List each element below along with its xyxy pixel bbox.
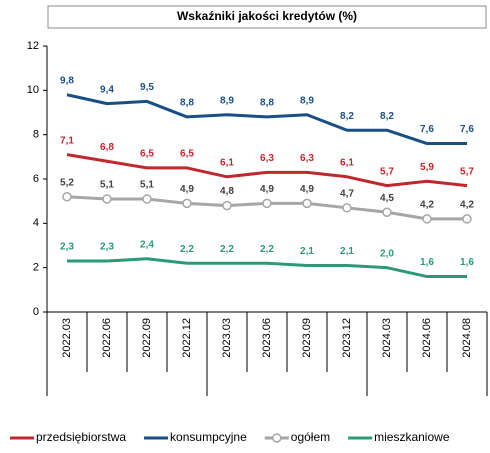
point-marker [342,203,352,213]
data-label: 5,7 [380,166,394,177]
series-line [66,93,467,146]
data-label: 2,4 [140,239,154,250]
y-tick-label: 8 [33,129,39,141]
point-marker [142,194,152,204]
x-tick-label: 2023.12 [341,318,353,358]
x-tick-label: 2022.06 [101,318,113,358]
data-label: 9,8 [60,75,74,86]
data-label: 8,9 [220,95,234,106]
series-line [67,257,467,279]
point-marker [62,191,72,202]
title-box [47,5,487,29]
data-label: 4,2 [460,200,474,211]
chart-title: Wskaźniki jakości kredytów (%) [177,9,357,23]
data-label: 6,1 [340,157,354,168]
data-label: 2,1 [340,246,354,257]
x-tick-label: 2024.08 [461,318,473,358]
legend-label: konsumpcyjne [170,430,247,444]
x-tick-label: 2023.03 [221,318,233,358]
point-marker [302,198,312,209]
y-tick-label: 2 [33,262,39,274]
point-marker [382,207,392,217]
legend-label: przedsiębiorstwa [36,430,126,444]
data-label: 4,2 [420,200,434,211]
data-label: 4,9 [300,184,314,195]
data-label: 6,3 [260,153,274,164]
x-tick-label: 2022.03 [61,318,73,358]
y-tick-label: 4 [33,217,39,229]
data-label: 5,9 [420,162,434,173]
data-label: 4,8 [220,186,234,197]
data-label: 9,4 [100,84,114,95]
data-label: 1,6 [420,257,434,268]
legend-label: mieszkaniowe [374,430,450,444]
data-label: 6,5 [180,149,194,160]
x-tick-label: 2024.03 [381,318,393,358]
data-label: 1,6 [460,257,474,268]
data-label: 4,9 [180,184,194,195]
data-label: 2,1 [300,246,314,257]
y-tick-label: 10 [27,84,39,96]
x-tick-label: 2022.09 [141,318,153,358]
data-label: 8,8 [180,98,194,109]
data-label: 2,2 [220,244,234,255]
data-label: 2,3 [100,242,114,253]
data-label: 4,9 [260,184,274,195]
point-marker [462,214,472,224]
data-label: 5,1 [100,180,114,191]
data-label: 6,8 [100,142,114,153]
data-label: 5,1 [140,180,154,191]
x-tick-label: 2023.06 [261,318,273,358]
data-label: 7,6 [460,124,474,135]
data-label: 2,3 [60,242,74,253]
data-label: 4,7 [340,188,354,199]
data-label: 5,2 [60,177,74,188]
data-label: 9,5 [140,82,154,93]
series-line [66,153,468,188]
data-label: 8,8 [260,98,274,109]
point-marker [222,200,232,211]
data-label: 5,7 [460,166,474,177]
data-label: 8,2 [380,111,394,122]
data-label: 2,2 [260,244,274,255]
data-label: 6,5 [140,149,154,160]
legend-marker [272,433,282,443]
data-label: 2,2 [180,244,194,255]
x-tick-label: 2022.12 [181,318,193,358]
data-label: 7,6 [420,124,434,135]
point-marker [422,214,432,224]
point-marker [182,198,192,209]
data-label: 8,2 [340,111,354,122]
data-label: 6,3 [300,153,314,164]
point-marker [262,198,272,209]
data-label: 7,1 [60,135,74,146]
x-tick-label: 2024.06 [421,318,433,358]
point-marker [102,194,112,204]
data-label: 6,1 [220,157,234,168]
y-tick-label: 0 [33,306,39,318]
data-label: 4,5 [380,193,394,204]
data-label: 8,9 [300,95,314,106]
legend-label: ogółem [291,430,330,444]
y-tick-label: 12 [27,40,39,52]
x-tick-label: 2023.09 [301,318,313,358]
data-label: 2,0 [380,248,394,259]
y-tick-label: 6 [33,173,39,185]
